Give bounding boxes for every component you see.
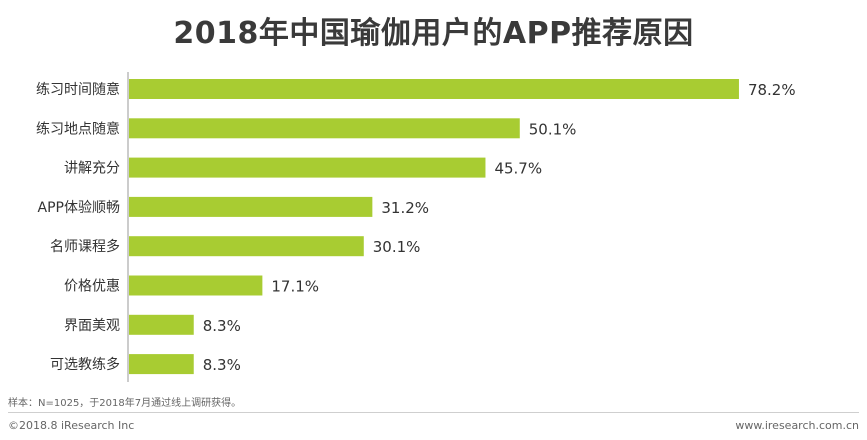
bar: [129, 196, 373, 217]
value-label: 45.7%: [494, 160, 542, 178]
chart-title: 2018年中国瑜伽用户的APP推荐原因: [173, 16, 694, 51]
value-label: 78.2%: [748, 81, 796, 99]
value-label: 31.2%: [381, 199, 429, 217]
sample-note: 样本：N=1025，于2018年7月通过线上调研获得。: [8, 398, 242, 409]
bar: [129, 354, 194, 375]
website-text: www.iresearch.com.cn: [735, 419, 859, 432]
bar: [129, 275, 263, 296]
value-label: 8.3%: [203, 317, 241, 335]
bar: [129, 157, 486, 178]
bar: [129, 79, 739, 99]
category-label: 讲解充分: [64, 161, 120, 177]
category-label: 界面美观: [64, 318, 120, 334]
copyright-text: ©2018.8 iResearch Inc: [8, 419, 135, 432]
bar: [129, 118, 520, 139]
category-label: 练习时间随意: [36, 81, 120, 98]
value-label: 8.3%: [203, 356, 241, 374]
category-label: 价格优惠: [64, 279, 120, 295]
value-label: 30.1%: [373, 238, 421, 256]
bars-layer: 练习时间随意 78.2% 练习地点随意 50.1% 讲解充分 45.7% APP体验顺畅 31…: [36, 79, 796, 375]
category-label: 可选教练多: [50, 356, 120, 373]
bar: [129, 314, 194, 335]
category-label: 练习地点随意: [36, 120, 120, 137]
category-label: 名师课程多: [50, 238, 120, 255]
footer-divider: [8, 412, 859, 413]
category-label: APP体验顺畅: [38, 200, 120, 216]
value-label: 50.1%: [529, 120, 577, 138]
value-label: 17.1%: [271, 278, 319, 296]
bar: [129, 236, 364, 257]
